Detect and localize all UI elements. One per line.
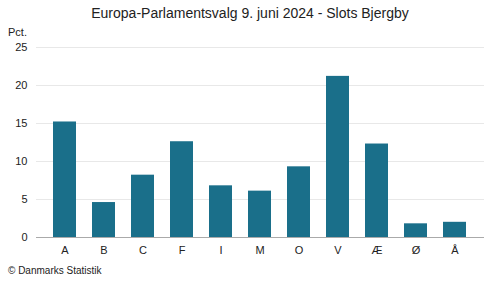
svg-text:C: C: [139, 244, 147, 256]
svg-text:15: 15: [15, 117, 27, 129]
svg-text:20: 20: [15, 79, 27, 91]
svg-text:0: 0: [21, 231, 27, 243]
svg-text:10: 10: [15, 155, 27, 167]
svg-text:F: F: [179, 244, 186, 256]
svg-text:V: V: [334, 244, 342, 256]
svg-text:Æ: Æ: [372, 244, 383, 256]
html-text:© Danmarks Statistik: © Danmarks Statistik: [8, 265, 102, 276]
svg-text:M: M: [255, 244, 264, 256]
html-text:Europa-Parlamentsvalg 9. juni: Europa-Parlamentsvalg 9. juni 2024 - Slo…: [91, 5, 409, 21]
svg-text:I: I: [219, 244, 222, 256]
svg-text:O: O: [295, 244, 304, 256]
svg-text:Å: Å: [451, 244, 459, 256]
svg-text:B: B: [100, 244, 107, 256]
html-text:Pct.: Pct.: [8, 26, 27, 38]
svg-text:25: 25: [15, 41, 27, 53]
svg-text:A: A: [61, 244, 69, 256]
svg-text:Ø: Ø: [412, 244, 421, 256]
svg-text:5: 5: [21, 193, 27, 205]
